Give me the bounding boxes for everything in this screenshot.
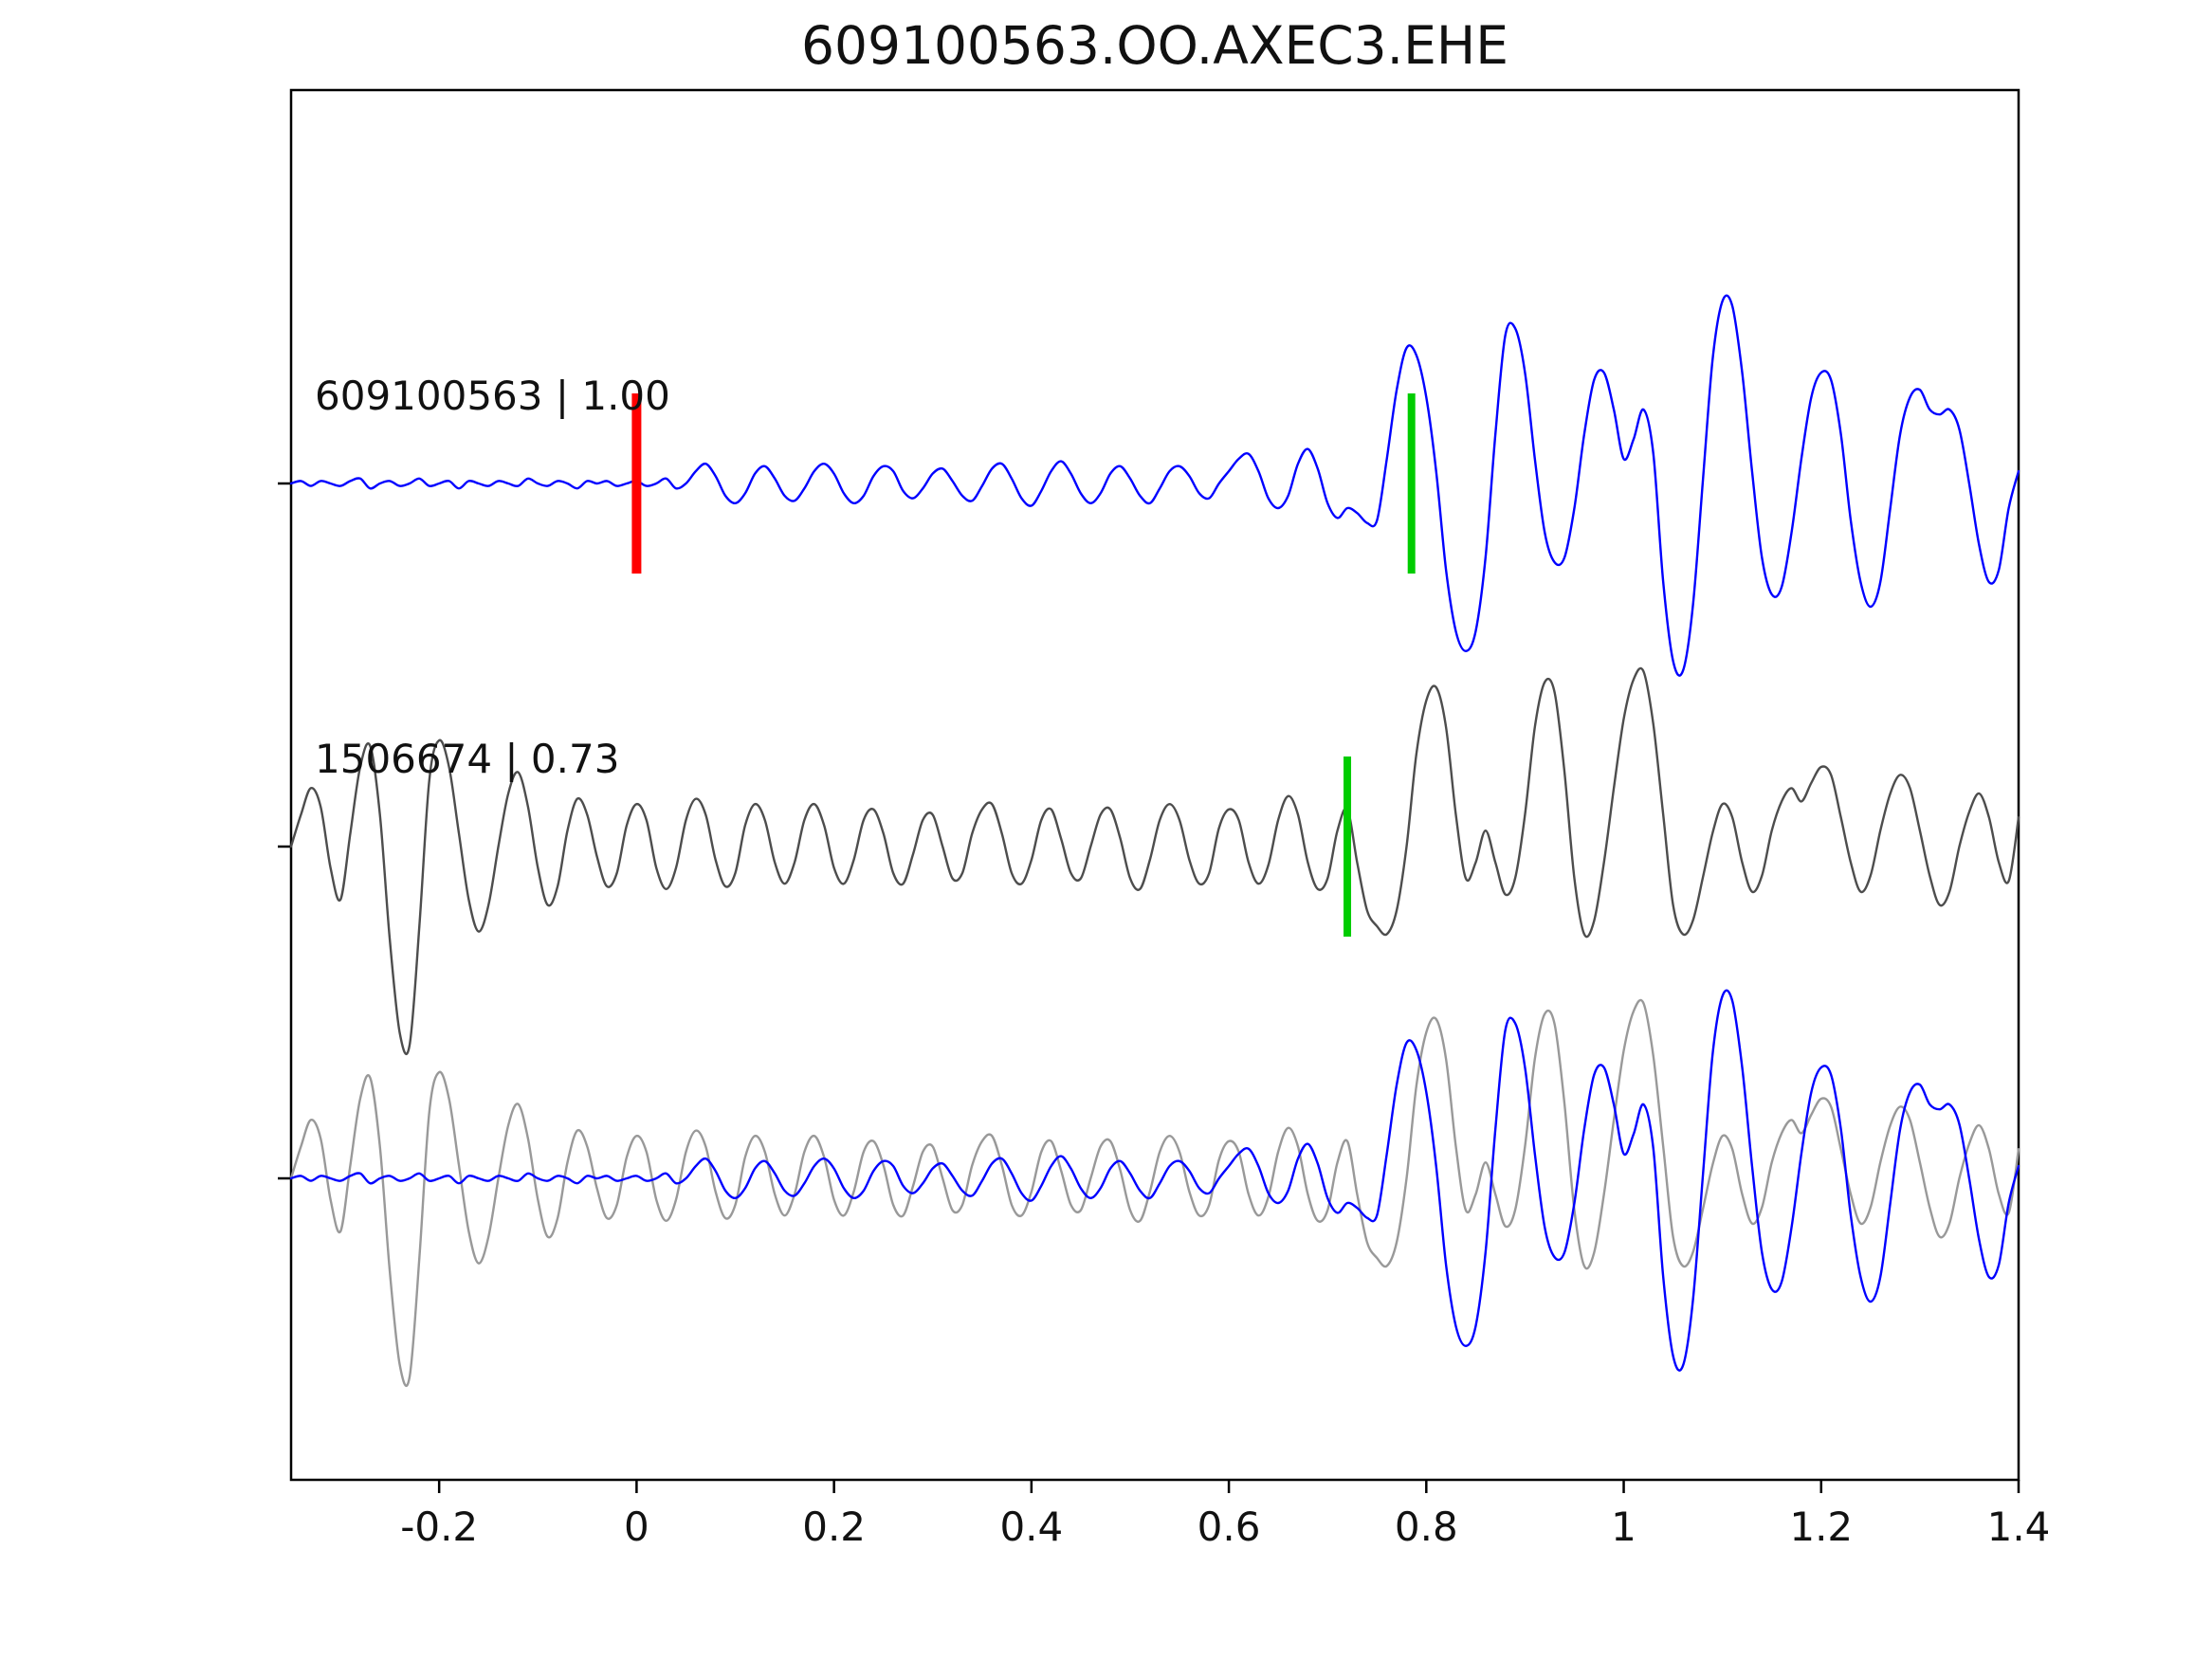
x-tick-label: 0.6 xyxy=(1197,1504,1261,1550)
trace-match xyxy=(289,666,2020,1055)
x-tick-label: 0.8 xyxy=(1395,1504,1458,1550)
x-tick-label: 1.4 xyxy=(1987,1504,2051,1550)
trace-reference xyxy=(289,294,2020,677)
trace-label: 609100563 | 1.00 xyxy=(315,373,670,419)
chart-title: 609100563.OO.AXEC3.EHE xyxy=(800,15,1509,76)
x-tick-label: 0.2 xyxy=(802,1504,866,1550)
x-tick-label: 1.2 xyxy=(1789,1504,1853,1550)
trace-reference xyxy=(289,989,2020,1372)
trace-label: 1506674 | 0.73 xyxy=(315,736,619,782)
axes-box xyxy=(289,88,2020,1482)
plot-content: -0.2 0 0.2 0.4 0.6 0.8 1 1.2 1.4 609100563 | 1.00… xyxy=(278,88,2051,1550)
x-tick-label: -0.2 xyxy=(400,1504,478,1550)
x-tick-label: 0.4 xyxy=(999,1504,1063,1550)
x-tick-label: 1 xyxy=(1611,1504,1636,1550)
x-tick-label: 0 xyxy=(624,1504,649,1550)
